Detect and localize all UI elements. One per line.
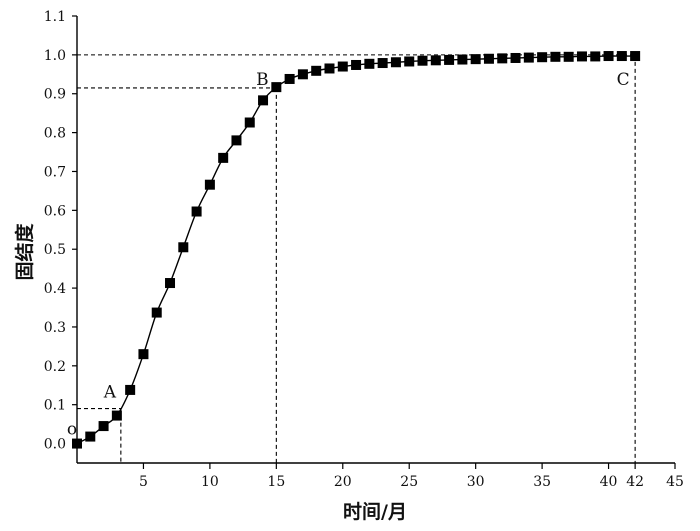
point-label-b: B <box>256 70 269 90</box>
data-point <box>616 51 627 62</box>
data-point <box>191 206 202 217</box>
x-tick-label: 30 <box>467 474 485 490</box>
data-point <box>165 278 176 289</box>
data-point <box>151 307 162 318</box>
data-point <box>72 438 82 449</box>
x-tick-label: 40 <box>600 474 618 490</box>
reference-lines <box>77 54 636 463</box>
data-point <box>630 51 641 62</box>
data-point <box>523 52 534 63</box>
data-point <box>231 135 242 146</box>
data-point <box>444 54 455 65</box>
data-point <box>404 56 415 67</box>
point-label-c: C <box>617 70 630 90</box>
x-tick-label: 42 <box>626 474 644 490</box>
data-point <box>590 51 601 62</box>
x-tick-label: 20 <box>334 474 352 490</box>
x-tick-label: 5 <box>139 474 148 490</box>
data-point <box>390 57 401 68</box>
y-tick-label: 0.2 <box>44 359 66 375</box>
x-axis-title: 时间/月 <box>343 501 407 523</box>
y-tick-label: 0.3 <box>44 320 66 336</box>
data-point <box>138 349 149 360</box>
data-point <box>576 51 587 62</box>
data-point <box>284 73 295 84</box>
data-point <box>297 69 308 80</box>
y-tick-label: 1.1 <box>44 9 66 25</box>
data-point <box>258 95 269 106</box>
y-tick-label: 0.6 <box>44 203 66 219</box>
y-tick-label: 0.9 <box>44 87 66 103</box>
point-labels: o A B C <box>67 70 630 440</box>
series-line <box>76 55 636 445</box>
data-point <box>483 53 494 64</box>
x-tick-label: 10 <box>201 474 219 490</box>
data-point <box>377 58 388 69</box>
data-point <box>351 59 362 70</box>
data-point <box>364 58 375 69</box>
data-point <box>111 410 122 421</box>
point-label-a: A <box>103 383 117 403</box>
data-point <box>324 63 335 74</box>
data-point <box>204 179 215 190</box>
x-tick-label: 25 <box>400 474 418 490</box>
data-point <box>497 53 508 64</box>
data-point <box>218 152 229 163</box>
y-tick-label: 0.5 <box>44 242 66 258</box>
data-point <box>125 384 136 395</box>
y-tick-label: 0.0 <box>44 437 66 453</box>
data-point <box>337 61 348 72</box>
data-point <box>271 82 282 93</box>
point-label-o: o <box>67 420 77 440</box>
y-axis-title: 固结度 <box>13 223 36 281</box>
data-point <box>417 55 428 66</box>
data-point <box>510 52 521 63</box>
data-point <box>563 51 574 62</box>
data-point <box>457 54 468 65</box>
data-point <box>550 51 561 62</box>
y-tick-label: 0.8 <box>44 126 66 142</box>
x-tick-label: 35 <box>533 474 551 490</box>
data-point <box>430 55 441 66</box>
data-point <box>85 431 96 442</box>
data-point <box>537 52 548 63</box>
series-consolidation <box>72 51 641 449</box>
x-tick-label: 15 <box>267 474 285 490</box>
data-point <box>311 65 322 76</box>
data-point <box>98 421 109 432</box>
y-tick-label: 0.1 <box>44 398 66 414</box>
x-tick-label: 45 <box>666 474 684 490</box>
data-point <box>470 54 481 65</box>
data-point <box>603 51 614 62</box>
y-tick-label: 0.7 <box>44 164 66 180</box>
y-tick-label: 0.4 <box>44 281 66 297</box>
y-tick-label: 1.0 <box>44 48 66 64</box>
axes: 0.0 0.1 0.2 0.3 0.4 0.5 0.6 0.7 0.8 0.9 1.0 1.1 5 10 1… <box>44 9 684 490</box>
data-point <box>178 242 189 253</box>
data-point <box>244 117 255 128</box>
